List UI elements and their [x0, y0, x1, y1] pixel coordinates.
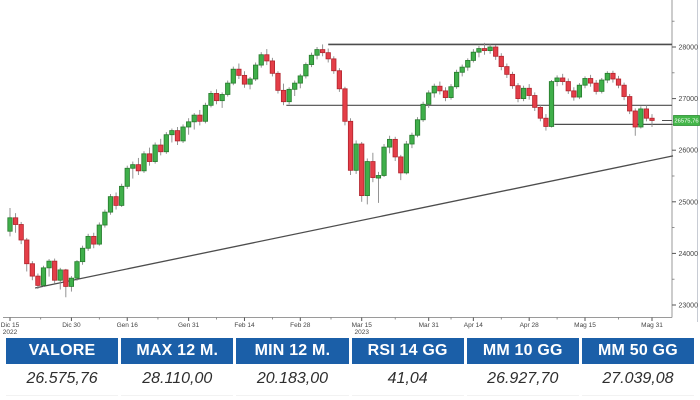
stats-column-mm-50gg: MM 50 GG 27.039,08 [581, 338, 695, 396]
svg-text:Mar 15: Mar 15 [352, 322, 373, 329]
stats-column-max-12m: MAX 12 M. 28.110,00 [121, 338, 234, 396]
stats-value-mm-50gg: 27.039,08 [581, 364, 695, 396]
support-trendline [34, 155, 674, 289]
candlestick-chart: 23000 24000 25000 26000 27000 28000 Dic 152022… [1, 0, 700, 336]
svg-text:Mar 31: Mar 31 [419, 322, 440, 329]
stats-header-mm-10gg: MM 10 GG [466, 338, 579, 364]
stats-header-rsi-14gg: RSI 14 GG [351, 338, 464, 364]
stats-header-max-12m: MAX 12 M. [121, 338, 234, 364]
svg-text:26000: 26000 [679, 148, 699, 155]
svg-text:25000: 25000 [679, 199, 699, 206]
svg-text:Feb 14: Feb 14 [234, 322, 255, 329]
candles-layer [7, 42, 655, 298]
stats-table: VALORE 26.575,76 MAX 12 M. 28.110,00 MIN… [6, 338, 695, 396]
svg-text:Mag 15: Mag 15 [574, 322, 596, 329]
stats-value-valore: 26.575,76 [6, 364, 119, 396]
stats-value-max-12m: 28.110,00 [121, 364, 234, 396]
svg-text:Feb 28: Feb 28 [290, 322, 311, 329]
stats-value-rsi-14gg: 41,04 [351, 364, 464, 396]
stats-value-min-12m: 20.183,00 [236, 364, 349, 396]
svg-text:Gen 16: Gen 16 [117, 322, 139, 329]
svg-text:24000: 24000 [679, 251, 699, 258]
stats-column-valore: VALORE 26.575,76 [6, 338, 119, 396]
stats-column-min-12m: MIN 12 M. 20.183,00 [236, 338, 349, 396]
svg-text:Dic 30: Dic 30 [62, 322, 81, 329]
stats-header-mm-50gg: MM 50 GG [581, 338, 695, 364]
stats-header-min-12m: MIN 12 M. [236, 338, 349, 364]
svg-text:23000: 23000 [679, 303, 699, 310]
stats-value-mm-10gg: 26.927,70 [466, 364, 579, 396]
svg-text:Apr 14: Apr 14 [464, 322, 484, 329]
svg-text:Apr 28: Apr 28 [520, 322, 540, 329]
svg-text:Mag 31: Mag 31 [641, 322, 663, 329]
stats-header-valore: VALORE [6, 338, 119, 364]
svg-text:27000: 27000 [679, 96, 699, 103]
price-chart-panel: 23000 24000 25000 26000 27000 28000 Dic 15 2022… [0, 0, 700, 336]
svg-text:26575,76: 26575,76 [674, 119, 698, 125]
svg-text:Gen 31: Gen 31 [178, 322, 200, 329]
stats-column-mm-10gg: MM 10 GG 26.927,70 [466, 338, 579, 396]
y-axis: 23000 24000 25000 26000 27000 28000 [671, 0, 699, 322]
svg-text:2022: 2022 [3, 329, 18, 336]
svg-text:Dic 15: Dic 15 [1, 322, 20, 329]
stats-column-rsi-14gg: RSI 14 GG 41,04 [351, 338, 464, 396]
svg-text:28000: 28000 [679, 45, 699, 52]
svg-text:2023: 2023 [354, 329, 369, 336]
